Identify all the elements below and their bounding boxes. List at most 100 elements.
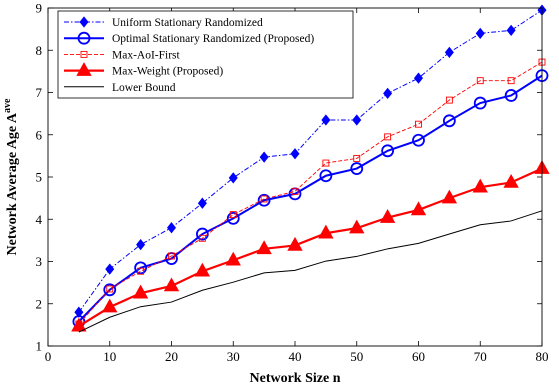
data-point-marker xyxy=(352,114,362,126)
data-point-marker xyxy=(349,219,365,234)
data-point-marker xyxy=(472,178,488,193)
data-point-marker xyxy=(74,306,84,318)
legend-label: Uniform Stationary Randomized xyxy=(112,17,263,29)
y-tick-label: 2 xyxy=(36,296,43,311)
x-tick-label: 20 xyxy=(165,349,178,364)
data-point-marker xyxy=(473,96,487,110)
data-point-marker xyxy=(79,16,89,28)
data-point-marker xyxy=(412,133,425,147)
y-axis-title: Network Average Age Aave xyxy=(2,98,20,255)
data-point-marker xyxy=(319,169,333,183)
data-point-marker xyxy=(383,87,393,99)
data-point-marker xyxy=(504,89,518,102)
series-1 xyxy=(74,4,547,318)
series-line xyxy=(78,61,543,325)
legend: Uniform Stationary Randomized Optimal Sta… xyxy=(57,10,354,99)
series-5 xyxy=(78,210,543,333)
y-tick-label: 7 xyxy=(36,85,43,100)
x-tick-label: 60 xyxy=(412,349,425,364)
legend-entry: Max-Weight (Proposed) xyxy=(64,62,223,78)
data-point-marker xyxy=(198,234,206,242)
data-point-marker xyxy=(318,224,334,239)
data-point-marker xyxy=(77,31,91,45)
data-point-marker xyxy=(256,240,272,255)
legend-entry: Optimal Stationary Randomized (Proposed) xyxy=(64,31,314,45)
data-point-marker xyxy=(132,284,149,299)
data-point-marker xyxy=(197,197,207,209)
series-line xyxy=(78,9,543,313)
data-point-marker xyxy=(71,317,87,332)
y-axis-title-main: Network Average Age A xyxy=(5,112,20,255)
data-point-marker xyxy=(442,114,456,128)
series-line xyxy=(78,167,543,328)
data-point-marker xyxy=(379,209,396,223)
data-point-marker xyxy=(229,211,237,219)
series-line xyxy=(78,210,543,333)
x-tick-label: 30 xyxy=(227,349,240,364)
legend-box xyxy=(57,10,354,99)
data-point-marker xyxy=(287,236,303,251)
data-point-marker xyxy=(384,133,392,141)
data-point-marker xyxy=(106,285,114,293)
data-point-marker xyxy=(410,201,427,216)
data-point-marker xyxy=(136,238,146,251)
data-point-marker xyxy=(260,195,268,203)
data-point-marker xyxy=(137,267,145,275)
data-point-marker xyxy=(290,148,300,160)
legend-entry: Max-AoI-First xyxy=(64,49,181,61)
plot-frame xyxy=(47,7,543,347)
data-point-marker xyxy=(415,120,422,128)
data-point-marker xyxy=(228,172,238,184)
legend-entry: Lower Bound xyxy=(64,82,176,94)
data-point-marker xyxy=(257,193,271,207)
data-point-marker xyxy=(381,144,395,158)
series-4 xyxy=(71,160,550,332)
y-tick-label: 5 xyxy=(36,170,43,185)
data-point-marker xyxy=(475,27,485,39)
data-point-marker xyxy=(168,252,175,260)
legend-label: Optimal Stationary Randomized (Proposed) xyxy=(112,33,314,45)
legend-label: Lower Bound xyxy=(112,82,176,94)
y-tick-label: 4 xyxy=(36,212,43,227)
data-point-marker xyxy=(76,62,92,76)
data-point-marker xyxy=(445,96,453,104)
legend-label: Max-Weight (Proposed) xyxy=(112,66,223,78)
data-point-marker xyxy=(105,263,115,275)
data-point-marker xyxy=(441,189,458,204)
y-tick-label: 6 xyxy=(36,127,43,142)
x-tick-label: 70 xyxy=(474,349,487,364)
data-point-marker xyxy=(321,114,331,126)
data-point-marker xyxy=(507,77,515,85)
data-point-marker xyxy=(166,222,177,234)
data-point-marker xyxy=(102,298,118,313)
data-point-marker xyxy=(225,251,241,266)
data-point-marker xyxy=(259,151,269,163)
data-point-marker xyxy=(194,262,211,277)
data-point-marker xyxy=(506,24,516,37)
series-layer xyxy=(71,4,550,333)
data-point-marker xyxy=(291,187,299,195)
data-point-marker xyxy=(134,261,148,275)
data-point-marker xyxy=(103,283,117,297)
x-tick-label: 50 xyxy=(350,349,363,364)
data-point-marker xyxy=(476,77,484,85)
data-point-marker xyxy=(353,154,361,162)
data-point-marker xyxy=(80,50,88,58)
legend-label: Max-AoI-First xyxy=(112,49,181,61)
data-point-marker xyxy=(444,46,454,59)
y-tick-label: 8 xyxy=(36,43,43,58)
data-point-marker xyxy=(226,212,240,225)
x-tick-label: 40 xyxy=(289,349,302,364)
x-tick-label: 80 xyxy=(536,349,549,364)
data-point-marker xyxy=(503,173,519,188)
data-point-marker xyxy=(163,277,180,292)
y-tick-label: 1 xyxy=(36,339,43,354)
legend-entry: Uniform Stationary Randomized xyxy=(64,16,263,29)
axes-layer: 0 10 20 30 40 50 60 70 80 1 2 3 4 5 6 7 8 9 xyxy=(36,1,549,365)
y-tick-label: 3 xyxy=(36,254,43,269)
data-point-marker xyxy=(413,72,424,84)
data-point-marker xyxy=(350,162,364,175)
x-tick-label: 10 xyxy=(103,349,116,364)
x-axis-title: Network Size n xyxy=(250,371,341,386)
